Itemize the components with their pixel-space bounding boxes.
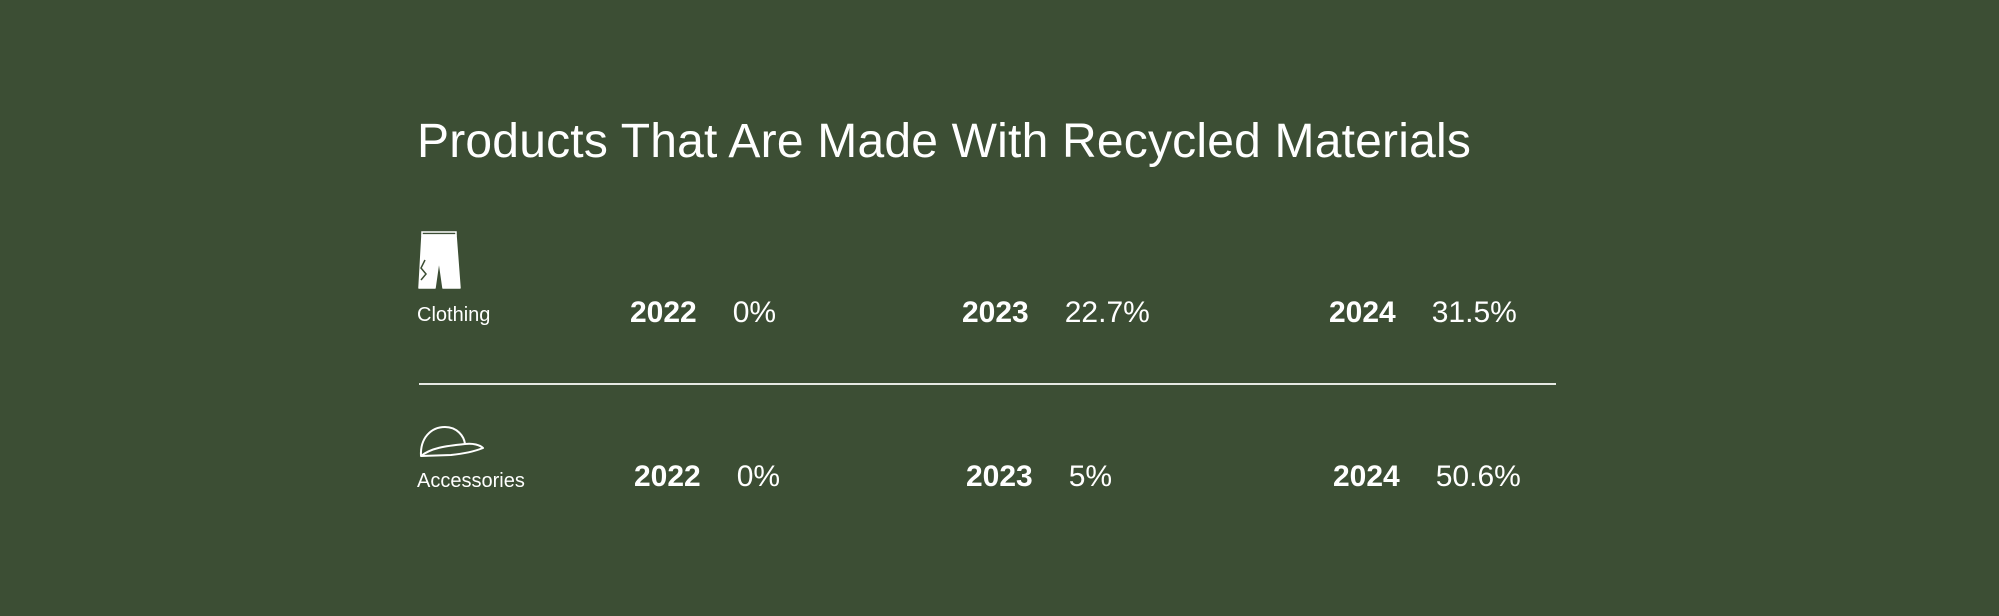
stat-year: 2024 [1329, 296, 1396, 329]
category-accessories: Accessories [417, 424, 577, 491]
stat-value: 50.6% [1435, 460, 1521, 493]
stat-year: 2022 [630, 296, 697, 329]
stat-clothing-2022: 2022 0% [630, 298, 776, 328]
page-title: Products That Are Made With Recycled Mat… [417, 115, 1472, 168]
stat-value: 22.7% [1064, 296, 1150, 329]
stat-year: 2024 [1333, 460, 1400, 493]
stat-value: 0% [732, 296, 777, 329]
stat-accessories-2023: 2023 5% [966, 462, 1112, 492]
stat-accessories-2024: 2024 50.6% [1333, 462, 1521, 492]
shorts-icon [417, 230, 577, 299]
category-label: Clothing [417, 304, 491, 326]
stat-clothing-2024: 2024 31.5% [1329, 298, 1517, 328]
category-label: Accessories [417, 470, 525, 492]
category-clothing: Clothing [417, 230, 577, 325]
cap-icon [417, 424, 577, 465]
stat-value: 31.5% [1431, 296, 1517, 329]
stat-value: 5% [1068, 460, 1113, 493]
row-divider [419, 383, 1556, 385]
stat-year: 2022 [634, 460, 701, 493]
stat-accessories-2022: 2022 0% [634, 462, 780, 492]
stat-year: 2023 [962, 296, 1029, 329]
stat-clothing-2023: 2023 22.7% [962, 298, 1150, 328]
stat-value: 0% [736, 460, 781, 493]
stat-year: 2023 [966, 460, 1033, 493]
